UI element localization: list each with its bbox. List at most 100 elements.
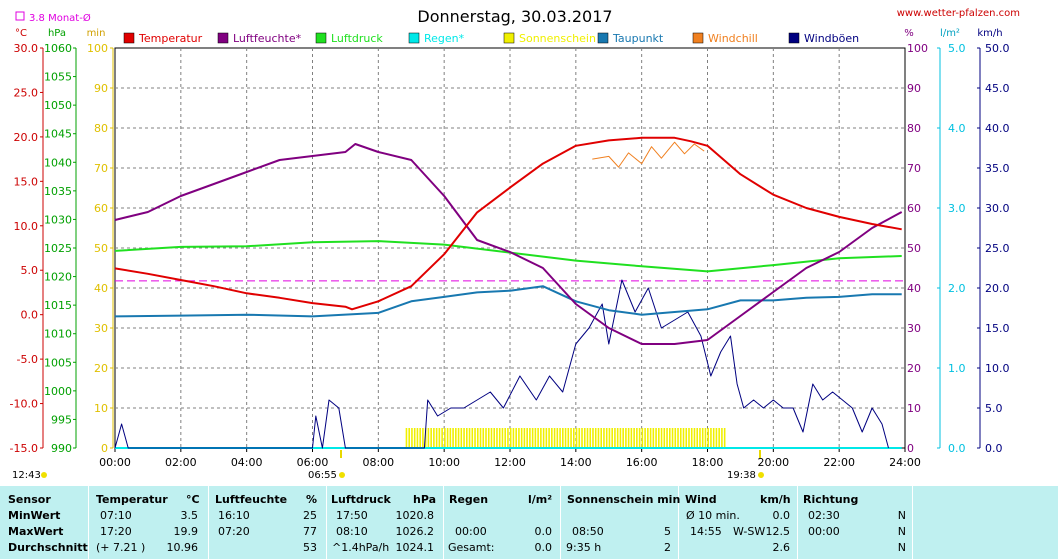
- row-min-dir-value: N: [897, 509, 906, 522]
- legend-label-1: Luftfeuchte*: [233, 32, 302, 45]
- sunshine-bar-88: [647, 428, 649, 448]
- row-avg-temp-value: 10.96: [166, 541, 199, 554]
- x-tick-1: 02:00: [165, 456, 197, 469]
- header-press-unit: hPa: [413, 493, 437, 506]
- sunshine-bar-70: [597, 428, 600, 448]
- press-unit: hPa: [48, 28, 66, 39]
- axisWind-tick-0: 50.0: [985, 42, 1010, 55]
- sunshine-bar-94: [663, 428, 666, 448]
- sunshine-bar-58: [564, 428, 567, 448]
- sunrise-time: 06:55: [308, 470, 337, 481]
- axisHum-tick-7: 30: [907, 322, 921, 335]
- legend-swatch-1: [217, 32, 229, 44]
- axisPress-tick-0: 1060: [44, 42, 72, 55]
- site-url[interactable]: www.wetter-pfalzen.com: [897, 8, 1020, 19]
- series-temperatur: [114, 136, 902, 311]
- axisHum-tick-0: 100: [907, 42, 928, 55]
- sunset-time: 19:38: [727, 470, 756, 481]
- row-avg-press-trend: ^1.4hPa/h: [332, 541, 390, 554]
- sunshine-bar-44: [526, 428, 528, 448]
- x-tick-8: 16:00: [626, 456, 658, 469]
- sunshine-bar-42: [520, 428, 523, 448]
- sunshine-bar-82: [630, 428, 633, 448]
- row-max-press-time: 08:10: [336, 525, 368, 538]
- press-axis: 1060 1055 1050 1045 1040 1035 1030 1025 1020 1015…: [44, 42, 77, 455]
- axisPress-tick-1: 1055: [44, 71, 72, 84]
- sunshine-bar-5: [419, 428, 421, 448]
- sunshine-bar-51: [545, 428, 548, 448]
- rain-unit: l/m²: [940, 28, 960, 39]
- x-tick-11: 22:00: [823, 456, 855, 469]
- axisPress-tick-4: 1040: [44, 156, 72, 169]
- axisRain-tick-1: 4.0: [948, 122, 966, 135]
- monthavg-label: 3.8 Monat-Ø: [29, 12, 91, 24]
- row-avg-temp-change: (+ 7.21 ): [96, 541, 146, 554]
- axisHum-tick-6: 40: [907, 282, 921, 295]
- sunshine-bar-65: [583, 428, 586, 448]
- row-max-sun-value: 5: [664, 525, 671, 538]
- rain-axis: 5.0 4.0 3.0 2.0 1.0 0.0: [937, 42, 966, 455]
- axisPress-tick-9: 1015: [44, 299, 72, 312]
- grid: [115, 48, 905, 448]
- row-avg-sun-hours: 9:35 h: [566, 541, 602, 554]
- sunshine-bar-101: [682, 428, 685, 448]
- axisWind-tick-4: 30.0: [985, 202, 1010, 215]
- sunshine-bar-89: [649, 428, 652, 448]
- sunshine-bar-41: [518, 428, 520, 448]
- temp-unit: °C: [15, 28, 27, 39]
- axisWind-tick-3: 35.0: [985, 162, 1010, 175]
- sun-unit: min: [87, 28, 106, 39]
- sunshine-bar-35: [501, 428, 504, 448]
- sunshine-bar-9: [430, 428, 432, 448]
- legend-label-0: Temperatur: [138, 32, 203, 45]
- sunshine-bar-92: [658, 428, 660, 448]
- axisWind-tick-2: 40.0: [985, 122, 1010, 135]
- header-temp: Temperatur: [96, 493, 168, 506]
- sunshine-bar-30: [487, 428, 490, 448]
- sunshine-bar-48: [537, 428, 539, 448]
- legend-label-3: Regen*: [424, 32, 465, 45]
- sunshine-bar-62: [575, 428, 578, 448]
- sunshine-bar-68: [592, 428, 594, 448]
- row-max-dir-value: N: [897, 525, 906, 538]
- sunshine-bar-34: [498, 428, 501, 448]
- row-avg-wind-value: 2.6: [772, 541, 791, 554]
- axisPress-tick-12: 1000: [44, 385, 72, 398]
- row-max-temp-time: 17:20: [100, 525, 132, 538]
- x-tick-9: 18:00: [692, 456, 724, 469]
- series-taupunkt: [114, 285, 902, 318]
- sunshine-bar-56: [559, 428, 561, 448]
- sunshine-bar-112: [712, 428, 715, 448]
- row-avg-label: Durchschnitt: [8, 541, 88, 554]
- axisSun-tick-9: 10: [94, 402, 108, 415]
- axisTemp-tick-8: -10.0: [10, 398, 38, 411]
- row-min-wind-label: Ø 10 min.: [686, 509, 740, 522]
- stats-table: Sensor Temperatur °C Luftfeuchte % Luftd…: [0, 486, 1058, 559]
- sunshine-bar-31: [490, 428, 493, 448]
- row-min-temp-value: 3.5: [180, 509, 199, 522]
- series-lines: [114, 136, 903, 449]
- sunshine-bar-46: [531, 428, 534, 448]
- axisPress-tick-2: 1050: [44, 99, 72, 112]
- sunshine-bar-104: [690, 428, 693, 448]
- sunshine-bar-20: [460, 428, 463, 448]
- sunshine-bar-4: [416, 428, 419, 448]
- sunshine-bar-91: [655, 428, 657, 448]
- x-tick-12: 24:00: [889, 456, 921, 469]
- axisSun-tick-2: 80: [94, 122, 108, 135]
- sunshine-bar-80: [625, 428, 627, 448]
- sunshine-bar-95: [666, 428, 668, 448]
- sunshine-bar-106: [696, 428, 699, 448]
- legend-swatch-3: [408, 32, 420, 44]
- sunshine-bar-40: [515, 428, 517, 448]
- legend-swatch-7: [788, 32, 800, 44]
- axisWind-tick-6: 20.0: [985, 282, 1010, 295]
- sunshine-bar-8: [427, 428, 430, 448]
- row-max-hum-value: 77: [303, 525, 317, 538]
- header-hum: Luftfeuchte: [215, 493, 288, 506]
- sunshine-bar-69: [594, 428, 597, 448]
- sunshine-bar-52: [548, 428, 550, 448]
- sunshine-bar-21: [463, 428, 465, 448]
- sunrise-icon: [339, 472, 345, 478]
